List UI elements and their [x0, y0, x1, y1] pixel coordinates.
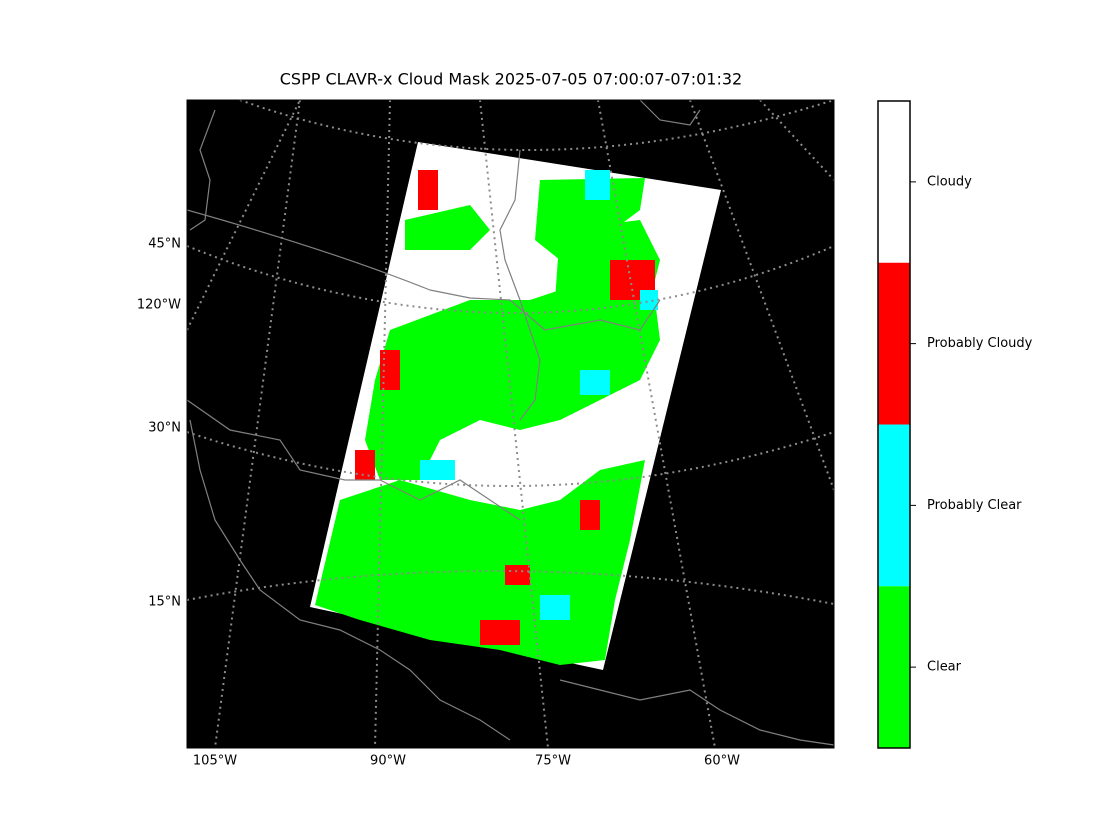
lon-label: 60°W — [704, 754, 740, 769]
lat-label: 120°W — [137, 298, 181, 313]
colorbar-label: Probably Cloudy — [927, 336, 1033, 351]
colorbar-label: Clear — [927, 660, 962, 675]
probably-cloudy-areas — [355, 170, 655, 645]
colorbar: Cloudy Probably Cloudy Probably Clear Clear — [877, 100, 1033, 749]
map-title: CSPP CLAVR-x Cloud Mask 2025-07-05 07:00… — [280, 70, 742, 89]
lon-labels: 105°W 90°W 75°W 60°W — [193, 754, 740, 769]
lat-label: 15°N — [148, 595, 181, 610]
map — [187, 100, 834, 748]
colorbar-segment — [878, 101, 910, 263]
colorbar-label: Probably Clear — [927, 498, 1022, 513]
lat-labels: 45°N 120°W 30°N 15°N — [137, 237, 181, 610]
colorbar-segment — [878, 424, 910, 587]
graticule — [187, 100, 834, 748]
colorbar-frame — [877, 100, 911, 749]
lat-label: 45°N — [148, 237, 181, 252]
lon-label: 90°W — [370, 754, 406, 769]
colorbar-segment — [878, 262, 910, 425]
probably-clear-areas — [420, 170, 658, 620]
lon-label: 105°W — [193, 754, 237, 769]
lat-label: 30°N — [148, 421, 181, 436]
coastlines — [187, 100, 834, 746]
colorbar-segment — [878, 586, 910, 748]
lon-label: 75°W — [535, 754, 571, 769]
colorbar-label: Cloudy — [927, 174, 972, 189]
map-frame — [186, 99, 835, 749]
